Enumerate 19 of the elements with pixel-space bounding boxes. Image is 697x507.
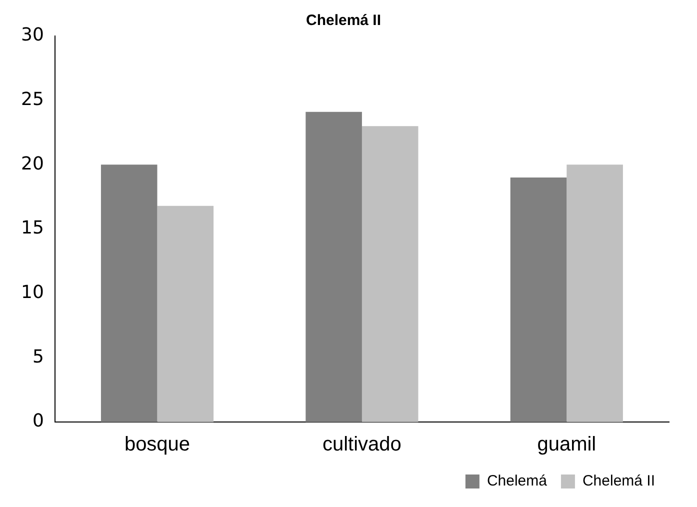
bar — [100, 164, 158, 422]
chart-title: Chelemá II — [306, 12, 382, 30]
bar — [362, 126, 418, 422]
bar — [306, 112, 362, 422]
y-tick-label: 30 — [21, 24, 44, 46]
x-tick-label: cultivado — [322, 434, 402, 456]
x-tick-label: guamil — [537, 434, 596, 456]
bar — [510, 178, 567, 422]
y-tick-label: 0 — [32, 410, 44, 432]
legend-label: Chelemá II — [582, 472, 656, 490]
y-tick-label: 5 — [32, 346, 44, 368]
x-tick-label: bosque — [124, 434, 190, 456]
y-tick-label: 25 — [21, 89, 44, 110]
y-tick-label: 10 — [21, 282, 44, 304]
legend-label: Chelemá — [486, 472, 548, 490]
y-tick-label: 15 — [21, 218, 44, 239]
bar — [157, 206, 214, 422]
y-tick-label: 20 — [21, 153, 44, 174]
bar — [566, 164, 623, 422]
